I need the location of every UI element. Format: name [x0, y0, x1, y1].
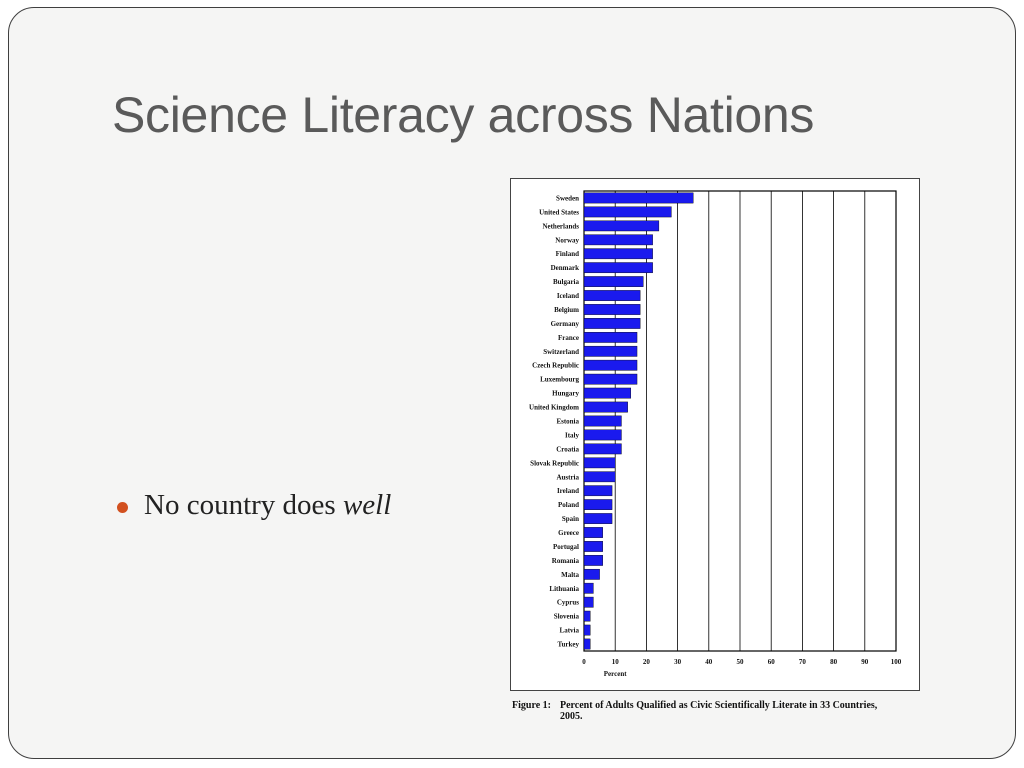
- bullet-dot-icon: [117, 502, 128, 513]
- category-label: Spain: [562, 515, 579, 523]
- bar: [583, 206, 672, 218]
- category-label: Netherlands: [542, 222, 579, 230]
- bar: [583, 568, 600, 580]
- x-tick-label: 30: [674, 658, 682, 666]
- category-label: Luxembourg: [540, 376, 579, 384]
- bar-chart: Sweden United States Netherlands Norway Finl…: [529, 190, 902, 678]
- bullet-text: No country does well: [144, 489, 391, 522]
- bar: [583, 457, 616, 469]
- figure-caption: Figure 1: Percent of Adults Qualified as …: [512, 700, 917, 722]
- bar: [583, 610, 591, 622]
- x-tick-label: 40: [705, 658, 713, 666]
- bar: [583, 192, 694, 204]
- category-label: Czech Republic: [532, 362, 579, 370]
- category-label: Romania: [552, 557, 580, 565]
- bar: [583, 485, 613, 497]
- category-label: Cyprus: [557, 599, 579, 607]
- category-label: Portugal: [553, 543, 579, 551]
- bar: [583, 387, 631, 399]
- bar: [583, 248, 653, 260]
- x-tick-label: 0: [582, 658, 586, 666]
- x-tick-label: 10: [612, 658, 620, 666]
- bar: [583, 304, 641, 315]
- bar: [583, 290, 641, 301]
- x-tick-label: 50: [737, 658, 745, 666]
- caption-lead: Figure 1:: [512, 700, 551, 711]
- bullet-prefix: No country does: [144, 489, 343, 521]
- category-label: Sweden: [556, 194, 579, 202]
- bar: [583, 527, 603, 538]
- bar: [583, 220, 660, 232]
- bar: [583, 555, 603, 566]
- category-label: Iceland: [557, 292, 579, 300]
- bar: [583, 429, 622, 441]
- bar: [583, 541, 603, 552]
- bar: [583, 332, 638, 343]
- bar: [583, 471, 616, 483]
- bar: [583, 624, 591, 636]
- x-tick-label: 90: [861, 658, 869, 666]
- category-label: Estonia: [556, 418, 579, 426]
- x-tick-label: 20: [643, 658, 651, 666]
- caption-cont: 2005.: [560, 711, 583, 722]
- bar: [583, 318, 641, 329]
- x-tick-label: 80: [830, 658, 838, 666]
- bar: [583, 373, 638, 385]
- bar: [583, 345, 638, 357]
- category-label: United Kingdom: [529, 404, 579, 412]
- category-label: Bulgaria: [553, 278, 580, 286]
- bar: [583, 638, 591, 650]
- category-label: Austria: [556, 473, 579, 481]
- x-axis-label: Percent: [604, 670, 627, 678]
- category-label: France: [558, 334, 579, 342]
- category-label: Slovenia: [554, 613, 580, 621]
- category-label: Finland: [556, 250, 579, 258]
- category-label: Slovak Republic: [530, 459, 579, 467]
- category-label: Croatia: [556, 445, 579, 453]
- category-label: Lithuania: [549, 585, 579, 593]
- x-tick-label: 60: [768, 658, 776, 666]
- category-label: Malta: [561, 571, 579, 579]
- category-label: Hungary: [552, 390, 579, 398]
- bar: [583, 234, 653, 246]
- category-label: Italy: [565, 431, 580, 439]
- category-label: Belgium: [554, 306, 579, 314]
- category-label: Germany: [551, 320, 580, 328]
- bar: [583, 359, 638, 371]
- bar: [583, 443, 622, 455]
- category-label: Greece: [558, 529, 579, 537]
- x-tick-label: 100: [891, 658, 902, 666]
- category-label: Latvia: [560, 627, 580, 635]
- bar: [583, 276, 644, 287]
- bullet-emphasis: well: [342, 489, 392, 521]
- slide-title: Science Literacy across Nations: [112, 87, 815, 143]
- category-label: Switzerland: [543, 348, 579, 356]
- category-label: Ireland: [557, 487, 579, 495]
- category-label: Denmark: [551, 264, 579, 272]
- category-label: Poland: [558, 501, 579, 509]
- x-tick-label: 70: [799, 658, 807, 666]
- bar: [583, 401, 628, 413]
- bar: [583, 262, 653, 274]
- bar: [583, 499, 613, 510]
- bar: [583, 513, 613, 524]
- bar: [583, 582, 594, 594]
- caption-main: Percent of Adults Qualified as Civic Sci…: [560, 700, 878, 711]
- category-label: United States: [539, 208, 579, 216]
- category-label: Turkey: [557, 641, 579, 649]
- category-label: Norway: [555, 236, 579, 244]
- bar: [583, 596, 594, 608]
- bar: [583, 415, 622, 427]
